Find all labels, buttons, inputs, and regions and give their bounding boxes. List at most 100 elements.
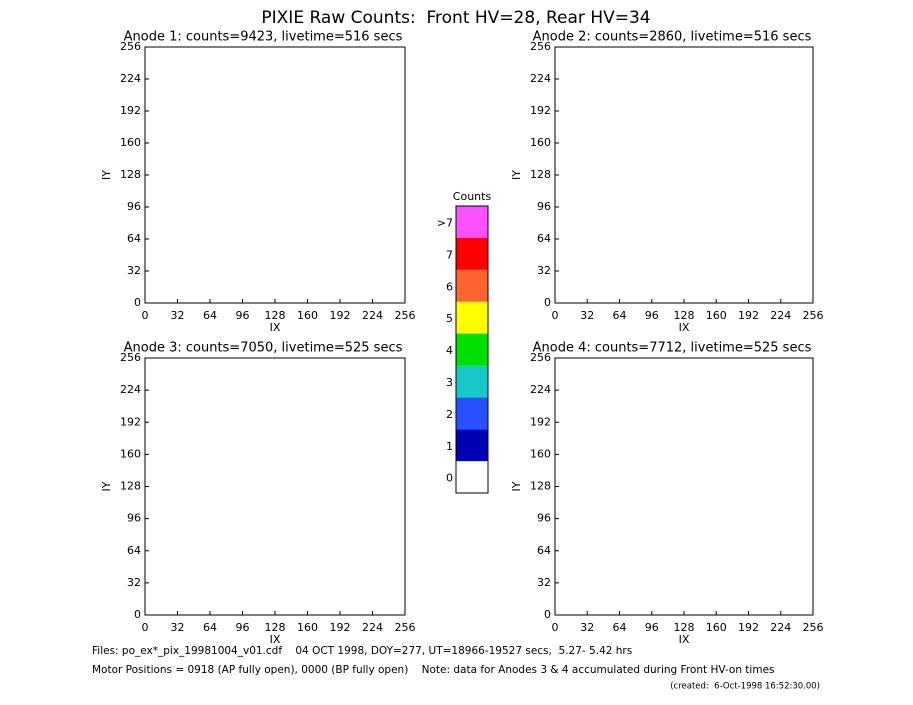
x-tick-label: 224 [770, 309, 791, 322]
y-tick-label: 64 [537, 232, 551, 245]
colorbar-swatch [456, 365, 488, 398]
y-axis-label: IY [510, 481, 523, 491]
plot-frame [554, 46, 814, 304]
y-tick-label: 0 [134, 296, 141, 309]
y-tick-label: 256 [530, 40, 551, 53]
x-axis-label: IX [270, 633, 281, 646]
footer-files: Files: po_ex*_pix_19981004_v01.cdf 04 OC… [92, 645, 632, 657]
panel-title: Anode 2: counts=2860, livetime=516 secs [533, 30, 812, 45]
x-tick-label: 192 [330, 621, 351, 634]
x-tick-label: 64 [203, 309, 217, 322]
x-tick-label: 96 [236, 621, 250, 634]
colorbar-label: 4 [446, 344, 453, 357]
y-tick-label: 96 [127, 200, 141, 213]
x-axis-label: IX [679, 633, 690, 646]
plot-frame [144, 357, 406, 616]
y-tick-label: 192 [530, 415, 551, 428]
y-axis-label: IY [100, 170, 113, 180]
y-tick-label: 96 [127, 512, 141, 525]
y-tick-label: 128 [120, 480, 141, 493]
y-tick-label: 0 [544, 608, 551, 621]
colorbar-label: 0 [446, 472, 453, 485]
y-tick-label: 224 [530, 72, 551, 85]
y-tick-label: 64 [537, 544, 551, 557]
footer-created: (created: 6-Oct-1998 16:52:30.00) [670, 682, 820, 692]
y-tick-label: 160 [120, 136, 141, 149]
y-tick-label: 128 [530, 168, 551, 181]
x-tick-label: 64 [613, 621, 627, 634]
y-tick-label: 224 [120, 383, 141, 396]
colorbar-label: 1 [446, 440, 453, 453]
panel-title: Anode 1: counts=9423, livetime=516 secs [124, 30, 403, 45]
x-tick-label: 0 [142, 309, 149, 322]
x-tick-label: 256 [803, 621, 824, 634]
y-tick-label: 32 [127, 576, 141, 589]
x-tick-label: 192 [738, 309, 759, 322]
y-tick-label: 192 [120, 415, 141, 428]
y-tick-label: 32 [127, 264, 141, 277]
colorbar-swatch [456, 333, 488, 366]
y-tick-label: 160 [530, 447, 551, 460]
x-tick-label: 32 [580, 309, 594, 322]
y-axis-label: IY [510, 170, 523, 180]
x-tick-label: 128 [674, 309, 695, 322]
colorbar-swatch [456, 397, 488, 430]
x-tick-label: 32 [171, 309, 185, 322]
y-tick-label: 256 [530, 351, 551, 364]
colorbar-label: 2 [446, 408, 453, 421]
y-tick-label: 64 [127, 232, 141, 245]
y-tick-label: 32 [537, 576, 551, 589]
panel-title: Anode 4: counts=7712, livetime=525 secs [533, 341, 812, 356]
x-tick-label: 64 [203, 621, 217, 634]
colorbar-swatch [456, 429, 488, 462]
colorbar-label: >7 [437, 217, 453, 230]
x-tick-label: 192 [330, 309, 351, 322]
x-tick-label: 128 [265, 309, 286, 322]
figure-title: PIXIE Raw Counts: Front HV=28, Rear HV=3… [261, 8, 650, 28]
colorbar-label: 6 [446, 280, 453, 293]
x-tick-label: 160 [706, 309, 727, 322]
y-tick-label: 0 [134, 608, 141, 621]
x-tick-label: 160 [297, 621, 318, 634]
x-tick-label: 224 [362, 621, 383, 634]
y-tick-label: 256 [120, 351, 141, 364]
y-tick-label: 192 [530, 104, 551, 117]
colorbar-label: 3 [446, 376, 453, 389]
colorbar-label: 5 [446, 312, 453, 325]
x-tick-label: 0 [552, 309, 559, 322]
x-tick-label: 224 [770, 621, 791, 634]
plot-frame [554, 357, 814, 616]
y-tick-label: 32 [537, 264, 551, 277]
y-tick-label: 64 [127, 544, 141, 557]
x-tick-label: 0 [142, 621, 149, 634]
x-tick-label: 96 [236, 309, 250, 322]
x-tick-label: 160 [706, 621, 727, 634]
x-tick-label: 96 [645, 309, 659, 322]
colorbar-swatch [456, 237, 488, 270]
x-tick-label: 224 [362, 309, 383, 322]
colorbar-swatch [456, 206, 488, 238]
colorbar-title: Counts [453, 190, 492, 203]
x-tick-label: 160 [297, 309, 318, 322]
y-tick-label: 160 [530, 136, 551, 149]
x-tick-label: 256 [395, 621, 416, 634]
y-tick-label: 96 [537, 512, 551, 525]
plot-frame [144, 46, 406, 304]
y-tick-label: 0 [544, 296, 551, 309]
x-tick-label: 64 [613, 309, 627, 322]
y-tick-label: 128 [120, 168, 141, 181]
x-tick-label: 96 [645, 621, 659, 634]
x-tick-label: 256 [395, 309, 416, 322]
colorbar-swatch [456, 269, 488, 302]
colorbar-label: 7 [446, 248, 453, 261]
y-tick-label: 192 [120, 104, 141, 117]
y-axis-label: IY [100, 481, 113, 491]
y-tick-label: 256 [120, 40, 141, 53]
x-axis-label: IX [270, 321, 281, 334]
x-tick-label: 32 [171, 621, 185, 634]
x-tick-label: 192 [738, 621, 759, 634]
x-tick-label: 0 [552, 621, 559, 634]
x-axis-label: IX [679, 321, 690, 334]
x-tick-label: 128 [265, 621, 286, 634]
